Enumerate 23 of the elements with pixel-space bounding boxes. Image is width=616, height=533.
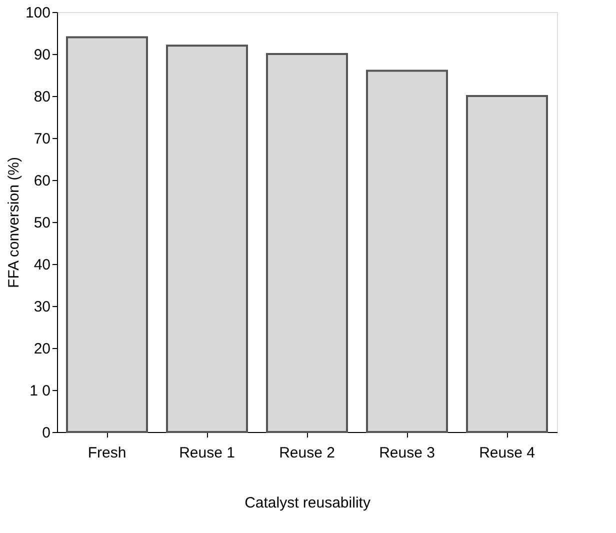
x-tick-label: Reuse 3: [379, 444, 435, 462]
y-tick-label: 0: [42, 424, 50, 442]
y-tick-label: 30: [34, 298, 50, 316]
y-tick-label: 1 0: [30, 382, 50, 400]
y-tick-label: 100: [25, 4, 50, 22]
x-tick-label: Reuse 4: [479, 444, 535, 462]
x-axis-title: Catalyst reusability: [244, 494, 371, 512]
y-tick-label: 60: [34, 172, 50, 190]
y-tick-label: 40: [34, 256, 50, 274]
y-tick-label: 90: [34, 46, 50, 64]
y-tick-label: 50: [34, 214, 50, 232]
bar: [366, 70, 448, 433]
bar: [66, 36, 148, 433]
x-tick-label: Fresh: [88, 444, 126, 462]
x-tick-label: Reuse 1: [179, 444, 235, 462]
x-tick-label: Reuse 2: [279, 444, 335, 462]
bar: [466, 95, 548, 433]
bar: [266, 53, 348, 433]
y-tick-label: 20: [34, 340, 50, 358]
y-tick-label: 80: [34, 88, 50, 106]
y-tick-label: 70: [34, 130, 50, 148]
bar: [166, 44, 248, 433]
y-axis-title: FFA conversion (%): [5, 157, 22, 288]
